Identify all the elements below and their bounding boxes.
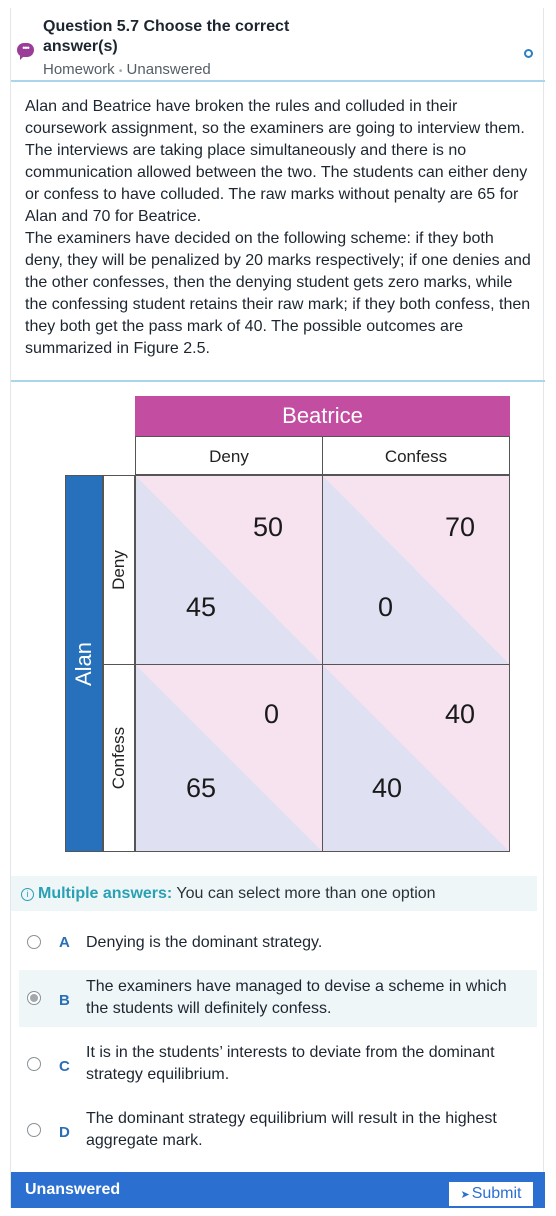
chat-icon[interactable]: ••• <box>17 43 34 60</box>
answer-footer: Unanswered ➤ Submit <box>11 1172 545 1208</box>
column-header-deny: Deny <box>135 436 323 475</box>
question-status: Unanswered <box>126 61 211 78</box>
option-c[interactable]: C It is in the students’ interests to de… <box>19 1036 537 1094</box>
multiple-answers-text: You can select more than one option <box>172 885 436 902</box>
payoff-cell-deny-confess: 70 0 <box>322 475 510 665</box>
option-a-radio[interactable] <box>27 935 41 949</box>
beatrice-payoff: 40 <box>445 699 476 729</box>
multiple-answers-notice: i Multiple answers: You can select more t… <box>11 876 537 911</box>
submit-button[interactable]: ➤ Submit <box>449 1182 533 1206</box>
beatrice-payoff: 50 <box>253 512 284 542</box>
question-title: Question 5.7 Choose the correct answer(s… <box>43 18 290 55</box>
column-header-confess: Confess <box>322 436 510 475</box>
footer-status: Unanswered <box>25 1181 121 1198</box>
beatrice-payoff: 0 <box>264 699 280 729</box>
question-header: ••• Question 5.7 Choose the correct answ… <box>11 8 545 82</box>
alan-payoff: 45 <box>186 592 217 622</box>
option-c-text: It is in the students’ interests to devi… <box>86 1044 495 1083</box>
option-a-letter: A <box>59 934 70 951</box>
column-player-header: Beatrice <box>135 396 510 436</box>
question-paragraph-1: Alan and Beatrice have broken the rules … <box>25 98 528 225</box>
payoff-matrix-figure: Beatrice Deny Confess Alan Deny Confess … <box>55 386 510 852</box>
meta-separator: • <box>118 66 123 77</box>
option-d-letter: D <box>59 1124 70 1141</box>
submit-label: Submit <box>471 1185 522 1202</box>
payoff-cell-deny-deny: 50 45 <box>135 475 323 665</box>
option-d-text: The dominant strategy equilibrium will r… <box>86 1110 497 1149</box>
option-b[interactable]: B The examiners have managed to devise a… <box>19 970 537 1027</box>
question-card: ••• Question 5.7 Choose the correct answ… <box>10 8 545 1208</box>
option-c-radio[interactable] <box>27 1057 41 1071</box>
option-a[interactable]: A Denying is the dominant strategy. <box>19 922 537 964</box>
row-header-confess: Confess <box>103 664 135 852</box>
option-d-radio[interactable] <box>27 1123 41 1137</box>
info-icon: i <box>21 888 34 901</box>
question-body: Alan and Beatrice have broken the rules … <box>25 96 531 360</box>
alan-payoff: 65 <box>186 773 217 803</box>
question-type: Homework <box>43 61 115 78</box>
alan-payoff: 0 <box>378 592 394 622</box>
option-b-text: The examiners have managed to devise a s… <box>86 978 507 1017</box>
option-b-letter: B <box>59 992 70 1009</box>
option-b-radio[interactable] <box>27 991 41 1005</box>
option-a-text: Denying is the dominant strategy. <box>86 934 323 951</box>
section-divider <box>11 380 545 382</box>
option-c-letter: C <box>59 1058 70 1075</box>
gear-icon[interactable] <box>524 49 533 58</box>
row-player-header: Alan <box>71 641 97 686</box>
beatrice-payoff: 70 <box>445 512 476 542</box>
row-player-bar <box>65 475 103 852</box>
payoff-cell-confess-confess: 40 40 <box>322 664 510 852</box>
alan-payoff: 40 <box>372 773 403 803</box>
question-paragraph-2: The examiners have decided on the follow… <box>25 230 531 357</box>
question-meta: Homework • Unanswered <box>43 61 211 78</box>
send-icon: ➤ <box>460 1189 470 1201</box>
option-d[interactable]: D The dominant strategy equilibrium will… <box>19 1102 537 1160</box>
multiple-answers-label: Multiple answers: <box>38 885 173 902</box>
payoff-cell-confess-deny: 0 65 <box>135 664 323 852</box>
row-header-deny: Deny <box>103 475 135 665</box>
